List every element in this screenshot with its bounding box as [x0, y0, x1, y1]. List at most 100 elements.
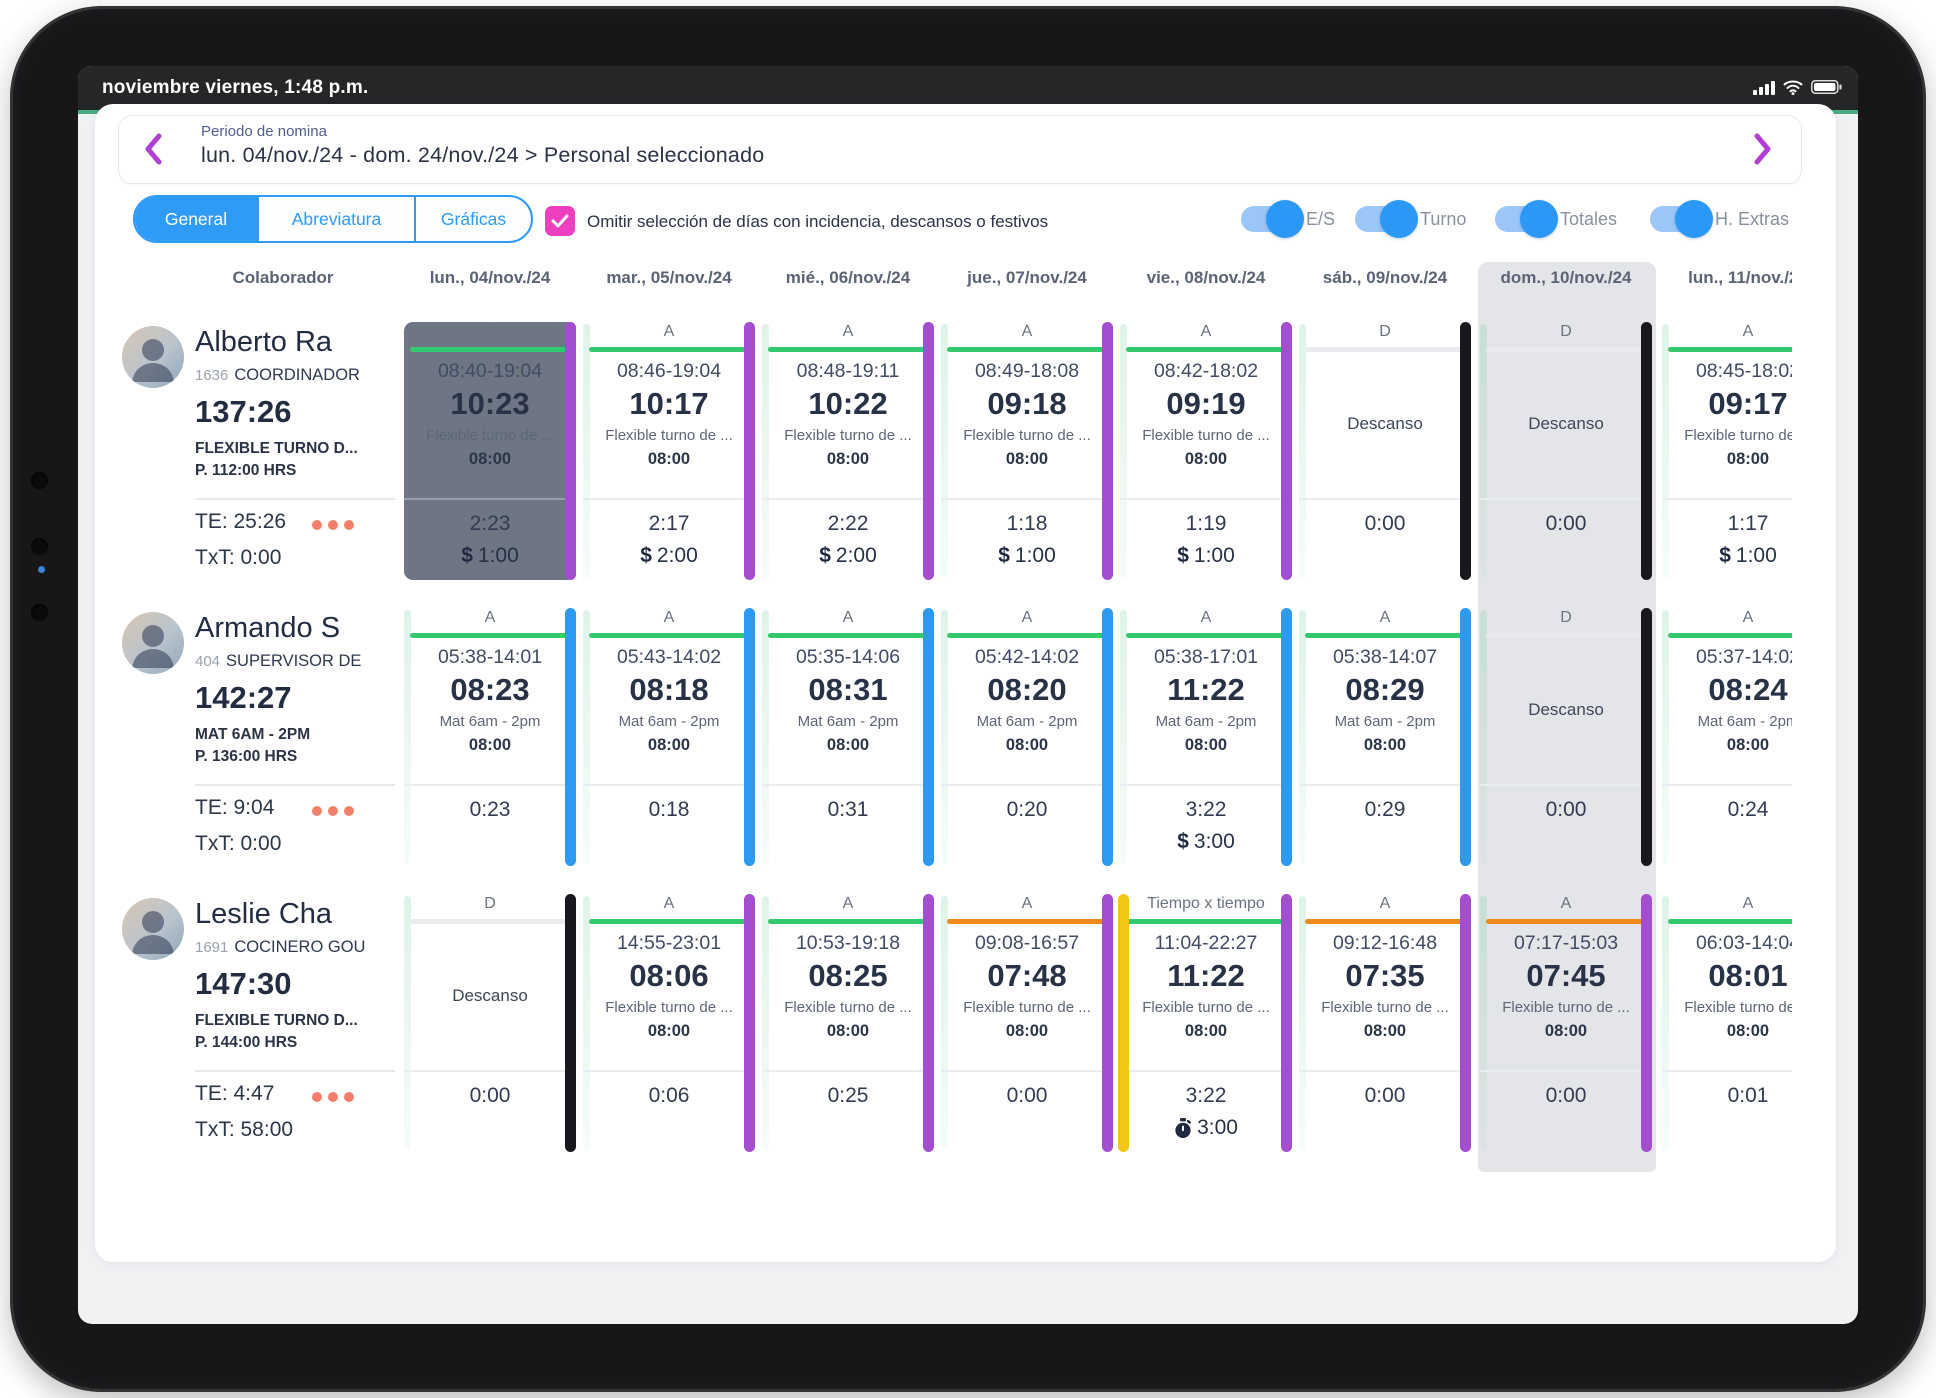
cell-extra-time: 0:00 — [1364, 512, 1406, 535]
day-header-3[interactable]: jue., 07/nov./24 — [967, 268, 1087, 287]
day-cell[interactable]: A 05:35-14:06 08:31 Mat 6am - 2pm 08:00 0:31 — [762, 608, 934, 866]
day-header-7[interactable]: lun., 11/nov./24 — [1688, 268, 1792, 287]
cell-shift-name: Mat 6am - 2pm — [1697, 713, 1792, 730]
cell-type-label: D — [1560, 323, 1572, 340]
day-cell[interactable]: A 09:12-16:48 07:35 Flexible turno de ... 08… — [1299, 894, 1471, 1152]
tab-abreviatura[interactable]: Abreviatura — [257, 197, 414, 241]
day-header-1[interactable]: mar., 05/nov./24 — [606, 268, 732, 287]
previous-period-chevron-icon[interactable] — [141, 132, 165, 166]
day-cell[interactable]: A 10:53-19:18 08:25 Flexible turno de ... 08… — [762, 894, 934, 1152]
day-cell[interactable]: A 05:38-14:01 08:23 Mat 6am - 2pm 08:00 0:23 — [404, 608, 576, 866]
employee-more-dots[interactable] — [312, 1092, 354, 1102]
bonus-value: 1:00 — [1193, 544, 1235, 567]
cell-planned-hours: 08:00 — [468, 736, 512, 754]
cell-type-label: A — [1742, 323, 1754, 340]
day-cell[interactable]: A 08:45-18:02 09:17 Flexible turno de ... 08… — [1662, 322, 1792, 580]
cell-schedule: 08:49-18:08 — [974, 360, 1080, 382]
rest-day-label: Descanso — [1528, 414, 1604, 433]
day-cell[interactable]: D Descanso 0:00 — [404, 894, 576, 1152]
dollar-icon: $ — [819, 544, 831, 567]
day-cell[interactable]: A 08:40-19:04 10:23 Flexible turno de ... 08… — [404, 322, 576, 580]
day-cell[interactable]: A 07:17-15:03 07:45 Flexible turno de ... 08… — [1480, 894, 1652, 1152]
dollar-icon: $ — [998, 544, 1010, 567]
divider — [1120, 1070, 1292, 1072]
day-header-6[interactable]: dom., 10/nov./24 — [1500, 268, 1632, 287]
day-cell[interactable]: A 05:38-14:07 08:29 Mat 6am - 2pm 08:00 0:29 — [1299, 608, 1471, 866]
day-header-2[interactable]: mié., 06/nov./24 — [785, 268, 911, 287]
day-cell[interactable]: A 05:38-17:01 11:22 Mat 6am - 2pm 08:00 3:22 $… — [1120, 608, 1292, 866]
day-cell[interactable]: Tiempo x tiempo 11:04-22:27 11:22 Flexible … — [1118, 894, 1292, 1152]
cell-status-line — [410, 633, 570, 638]
cell-planned-hours: 08:00 — [1726, 1022, 1770, 1040]
cell-right-bar — [1460, 608, 1471, 866]
toggle-h-extras[interactable]: H. Extras — [1650, 200, 1789, 238]
collaborator-column-header: Colaborador — [232, 268, 334, 287]
cell-type-label: A — [1021, 609, 1033, 626]
cell-status-line — [768, 633, 928, 638]
cell-schedule: 06:03-14:04 — [1695, 932, 1792, 954]
day-header-0[interactable]: lun., 04/nov./24 — [429, 268, 551, 287]
cell-worked-hours: 10:23 — [450, 386, 530, 421]
employee-more-dots[interactable] — [312, 806, 354, 816]
tab-gráficas[interactable]: Gráficas — [414, 197, 531, 241]
bonus-value: 1:00 — [477, 544, 519, 567]
day-header-4[interactable]: vie., 08/nov./24 — [1146, 268, 1266, 287]
cell-schedule: 08:45-18:02 — [1695, 360, 1792, 382]
wifi-icon — [1783, 80, 1803, 100]
cell-worked-hours: 07:35 — [1345, 958, 1425, 993]
cell-type-label: D — [484, 895, 496, 912]
payroll-period-header: Periodo de nomina lun. 04/nov./24 - dom.… — [118, 115, 1802, 184]
cell-worked-hours: 08:06 — [629, 958, 709, 993]
rest-day-label: Descanso — [1347, 414, 1423, 433]
day-cell[interactable]: D Descanso 0:00 — [1299, 322, 1471, 580]
day-cell[interactable]: A 05:43-14:02 08:18 Mat 6am - 2pm 08:00 0:18 — [583, 608, 755, 866]
employee-panel: Armando S 404 SUPERVISOR DE 142:27 MAT 6AM -… — [115, 608, 400, 874]
cell-extra-time: 0:00 — [1006, 1084, 1048, 1107]
cell-extra-time: 0:00 — [1545, 512, 1587, 535]
day-header-5[interactable]: sáb., 09/nov./24 — [1322, 268, 1448, 287]
day-cell[interactable]: A 08:46-19:04 10:17 Flexible turno de ... 08… — [583, 322, 755, 580]
omit-days-checkbox[interactable] — [545, 206, 575, 236]
cell-right-bar — [1460, 894, 1471, 1152]
cell-right-bar — [1281, 608, 1292, 866]
day-cell[interactable]: A 06:03-14:04 08:01 Flexible turno de ... 08… — [1662, 894, 1792, 1152]
cell-planned-hours: 08:00 — [647, 736, 691, 754]
cell-worked-hours: 08:18 — [629, 672, 709, 707]
toggle-track — [1650, 200, 1713, 238]
next-period-chevron-icon[interactable] — [1751, 132, 1775, 166]
cell-extra-time: 0:00 — [1545, 798, 1587, 821]
cell-planned-hours: 08:00 — [1726, 736, 1770, 754]
status-bar: noviembre viernes, 1:48 p.m. — [78, 66, 1858, 110]
day-cell[interactable]: A 08:42-18:02 09:19 Flexible turno de ... 08… — [1120, 322, 1292, 580]
cell-worked-hours: 08:29 — [1345, 672, 1425, 707]
cell-shift-name: Flexible turno de ... — [1142, 427, 1270, 444]
cell-planned-hours: 08:00 — [826, 1022, 870, 1040]
employee-shift-name: MAT 6AM - 2PM — [195, 726, 311, 743]
day-cell[interactable]: A 05:37-14:02 08:24 Mat 6am - 2pm 08:00 0:24 — [1662, 608, 1792, 866]
cell-right-bar — [1102, 894, 1113, 1152]
toggle-e-s[interactable]: E/S — [1241, 200, 1335, 238]
employee-more-dots[interactable] — [312, 520, 354, 530]
day-cell[interactable]: D Descanso 0:00 — [1480, 608, 1652, 866]
day-cell[interactable]: A 09:08-16:57 07:48 Flexible turno de ... 08… — [941, 894, 1113, 1152]
cell-schedule: 09:08-16:57 — [974, 932, 1080, 954]
cell-worked-hours: 10:22 — [808, 386, 888, 421]
cell-type-label: A — [484, 323, 496, 340]
toggle-turno[interactable]: Turno — [1355, 200, 1466, 238]
day-cell[interactable]: A 08:48-19:11 10:22 Flexible turno de ... 08… — [762, 322, 934, 580]
day-cell[interactable]: A 14:55-23:01 08:06 Flexible turno de ... 08… — [583, 894, 755, 1152]
cell-shift-name: Mat 6am - 2pm — [1334, 713, 1436, 730]
day-cell[interactable]: A 08:49-18:08 09:18 Flexible turno de ... 08… — [941, 322, 1113, 580]
day-cell[interactable]: D Descanso 0:00 — [1480, 322, 1652, 580]
day-cell[interactable]: A 05:42-14:02 08:20 Mat 6am - 2pm 08:00 0:20 — [941, 608, 1113, 866]
cell-shift-name: Flexible turno de ... — [784, 999, 912, 1016]
cell-extra-time: 2:22 — [827, 512, 869, 535]
tab-general[interactable]: General — [135, 197, 257, 241]
toggle-totales[interactable]: Totales — [1495, 200, 1617, 238]
divider — [1662, 498, 1792, 500]
cell-planned-hours: 08:00 — [647, 450, 691, 468]
cell-schedule: 05:37-14:02 — [1695, 646, 1792, 668]
cell-bonus: 3:00 — [1120, 1114, 1292, 1142]
omit-days-label: Omitir selección de días con incidencia,… — [587, 212, 1049, 231]
cell-planned-hours: 08:00 — [826, 450, 870, 468]
